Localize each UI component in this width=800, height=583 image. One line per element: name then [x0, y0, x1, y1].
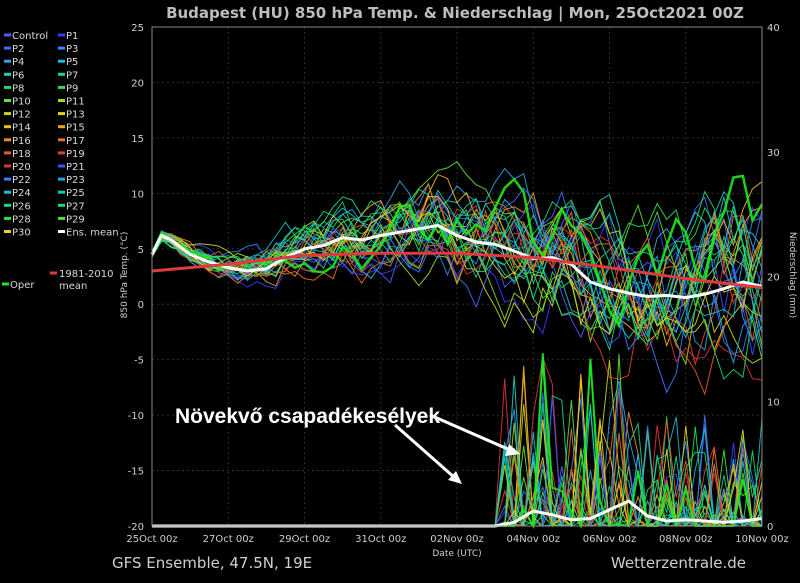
x-tick-label: 10Nov 00z — [735, 534, 788, 545]
legend-label: P20 — [12, 162, 31, 173]
plot-frame — [151, 26, 763, 527]
y-tick-label-right: 0 — [767, 522, 773, 533]
legend-label: P22 — [12, 175, 31, 186]
annotation-arrowhead-2 — [505, 444, 520, 456]
member-temp-line — [151, 182, 763, 329]
y-tick-label: -15 — [128, 467, 144, 478]
annotation-arrowhead-1 — [448, 471, 462, 484]
series-line-precipitation — [152, 499, 763, 528]
x-tick-label: 27Oct 00z — [203, 534, 254, 545]
legend-label: P23 — [66, 175, 85, 186]
annotation-text: Növekvő csapadékesélyek — [175, 405, 440, 428]
y-tick-label-right: 20 — [767, 273, 780, 284]
y-tick-label: 0 — [138, 300, 144, 311]
legend-label: P21 — [66, 162, 85, 173]
y-tick-label: -10 — [128, 411, 144, 422]
x-tick-label: 06Nov 00z — [583, 534, 636, 545]
y-tick-label-right: 40 — [767, 23, 780, 34]
legend-label: P8 — [12, 83, 24, 94]
y-tick-label-right: 10 — [767, 397, 780, 408]
legend-label: P3 — [66, 44, 78, 55]
x-tick-label: 29Oct 00z — [279, 534, 330, 545]
legend-label: P25 — [66, 188, 85, 199]
legend-label: P4 — [12, 57, 24, 68]
legend-label: P29 — [66, 214, 85, 225]
annotation-arrow-2 — [429, 413, 511, 452]
member-temp-line — [151, 209, 763, 396]
legend-label: P7 — [66, 70, 78, 81]
legend-label: P11 — [66, 97, 85, 108]
series-line-temperature — [151, 251, 763, 290]
ensemble-members — [150, 161, 764, 396]
x-axis-label: Date (UTC) — [432, 549, 481, 559]
member-temp-line — [151, 201, 763, 285]
x-tick-label: 04Nov 00z — [507, 534, 560, 545]
legend-label: P27 — [66, 201, 85, 212]
footer-site: Wetterzentrale.de — [611, 554, 746, 572]
y-tick-label: 20 — [131, 78, 144, 89]
axis-ticks: 25Oct 00z 27Oct 00z 29Oct 00z 31Oct 00z 02No… — [126, 23, 788, 545]
legend: Control P1 P2 P3 P4 P5 P6 P7 P8 P9 P10 P11 P12 P13 P14… — [2, 31, 119, 292]
legend-label: P16 — [12, 136, 31, 147]
legend-label: P28 — [12, 214, 31, 225]
legend-label: P2 — [12, 44, 24, 55]
y-axis-label-right: Niederschlag (mm) — [787, 232, 797, 318]
series-lines — [150, 224, 763, 528]
y-tick-label: -20 — [128, 522, 144, 533]
annotation-group: Növekvő csapadékesélyek — [175, 405, 520, 484]
chart-title: Budapest (HU) 850 hPa Temp. & Niederschl… — [166, 4, 744, 23]
legend-label: P5 — [66, 57, 78, 68]
legend-label: P26 — [12, 201, 31, 212]
legend-label: 1981-2010 — [59, 269, 114, 280]
y-tick-label: 10 — [131, 189, 144, 200]
x-tick-label: 02Nov 00z — [430, 534, 483, 545]
legend-label: P30 — [12, 228, 31, 239]
y-tick-label-right: 30 — [767, 148, 780, 159]
footer-source: GFS Ensemble, 47.5N, 19E — [112, 554, 312, 572]
legend-label: P24 — [12, 188, 31, 199]
legend-label: P1 — [66, 31, 78, 42]
legend-label: P10 — [12, 97, 31, 108]
y-tick-label: 15 — [131, 134, 144, 145]
legend-label: P15 — [66, 123, 85, 134]
legend-label: P14 — [12, 123, 31, 134]
x-tick-label: 08Nov 00z — [659, 534, 712, 545]
legend-label: Ens. mean — [66, 228, 119, 239]
legend-label: Oper — [10, 280, 35, 291]
x-tick-label: 31Oct 00z — [355, 534, 406, 545]
legend-label: P12 — [12, 110, 31, 121]
legend-label: mean — [59, 281, 87, 292]
member-temp-line — [151, 211, 763, 360]
legend-label: P13 — [66, 110, 85, 121]
legend-label: P9 — [66, 83, 78, 94]
y-tick-label: 5 — [138, 245, 144, 256]
legend-label: P19 — [66, 149, 85, 160]
legend-label: P6 — [12, 70, 24, 81]
y-axis-label-left: 850 hPa Temp. (°C) — [120, 232, 130, 319]
annotation-arrow-1 — [394, 423, 456, 480]
legend-label: Control — [12, 31, 48, 42]
x-tick-label: 25Oct 00z — [126, 534, 177, 545]
series-line-temperature — [150, 224, 763, 300]
legend-label: P18 — [12, 149, 31, 160]
y-tick-label: -5 — [134, 356, 144, 367]
member-temp-line — [151, 190, 763, 339]
legend-label: P17 — [66, 136, 85, 147]
y-tick-label: 25 — [131, 23, 144, 34]
